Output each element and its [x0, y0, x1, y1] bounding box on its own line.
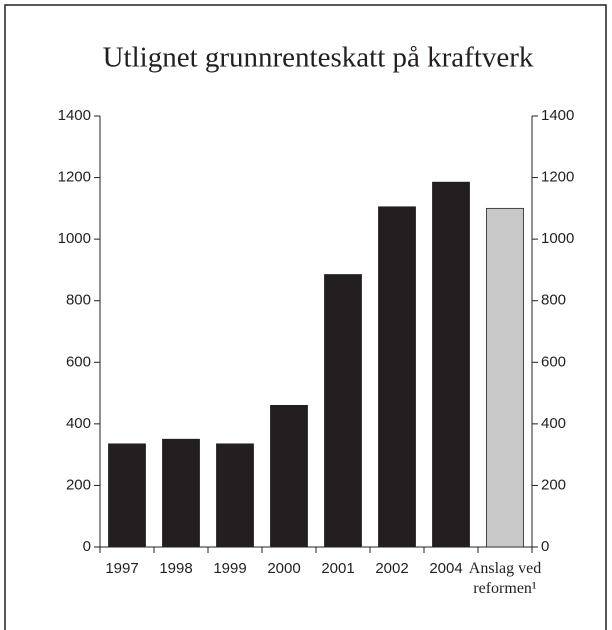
bar [162, 438, 200, 548]
x-tick-label: 1999 [213, 560, 247, 577]
y-tick-label: 1000 [58, 230, 91, 247]
x-tick-label: 1997 [105, 560, 139, 577]
x-tick-label: 2000 [267, 560, 301, 577]
y-tick-label: 800 [66, 292, 91, 309]
y2-tick-label: 1400 [541, 107, 574, 124]
x-tick-label: 2001 [321, 560, 355, 577]
y-tick-label: 600 [66, 353, 91, 370]
bar [270, 404, 308, 548]
y-tick-label: 0 [83, 538, 91, 555]
y2-tick-label: 1200 [541, 169, 574, 186]
y2-tick-label: 1000 [541, 230, 574, 247]
bar [432, 181, 470, 548]
bar [108, 443, 146, 548]
y-tick-label: 200 [66, 476, 91, 493]
x-tick-label: 2002 [375, 560, 409, 577]
frame [4, 4, 607, 630]
bar [324, 274, 362, 548]
x-tick-label: Anslag ved reformen¹ [468, 560, 542, 597]
bar [216, 443, 254, 548]
y2-tick-label: 800 [541, 292, 566, 309]
y2-tick-label: 0 [541, 538, 549, 555]
y-tick-label: 400 [66, 415, 91, 432]
x-tick-label: 2004 [429, 560, 463, 577]
y2-tick-label: 400 [541, 415, 566, 432]
chart-title: Utlignet grunnrenteskatt på kraftverk [103, 42, 534, 74]
y2-tick-label: 600 [541, 353, 566, 370]
bar [378, 206, 416, 548]
bar [486, 207, 524, 548]
y2-tick-label: 200 [541, 476, 566, 493]
y-tick-label: 1400 [58, 107, 91, 124]
x-tick-label: 1998 [159, 560, 193, 577]
y-tick-label: 1200 [58, 169, 91, 186]
